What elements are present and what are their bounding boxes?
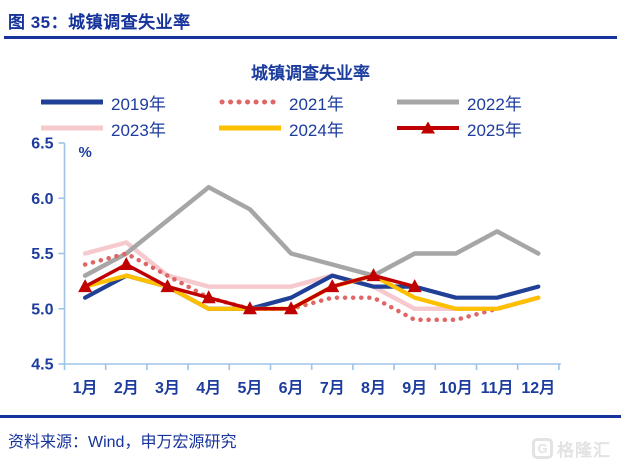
- legend-item-2021年: 2021年: [218, 91, 396, 114]
- data-point-marker: [407, 279, 422, 293]
- data-point-marker: [119, 257, 134, 271]
- legend-label: 2024年: [289, 120, 344, 140]
- legend-item-2019年: 2019年: [40, 91, 218, 114]
- x-tick-label: 8月: [361, 379, 386, 397]
- y-axis: 4.5 5.0 5.5 6.0 6.5%: [31, 136, 92, 374]
- footer-divider: [0, 415, 621, 418]
- watermark-label: 格隆汇: [557, 441, 611, 460]
- legend-label: 2023年: [111, 120, 166, 140]
- y-tick-label: 6.5: [31, 136, 53, 153]
- x-tick-label: 5月: [237, 379, 262, 397]
- x-tick-label: 4月: [196, 379, 221, 397]
- legend-label: 2025年: [467, 120, 522, 140]
- legend-item-2022年: 2022年: [396, 91, 574, 114]
- y-axis-unit: %: [79, 144, 92, 161]
- data-point-marker: [325, 279, 340, 293]
- y-tick-label: 5.5: [31, 246, 53, 263]
- gelonghui-logo-icon: G: [532, 438, 553, 459]
- y-tick-label: 6.0: [31, 191, 53, 208]
- x-tick-label: 3月: [155, 379, 180, 397]
- x-tick-label: 11月: [481, 379, 514, 397]
- figure-title: 图 35：城镇调查失业率: [8, 13, 191, 32]
- x-tick-label: 6月: [279, 379, 304, 397]
- x-tick-label: 9月: [402, 379, 427, 397]
- legend-label: 2019年: [111, 94, 166, 114]
- legend-swatch-2025年: [397, 121, 459, 134]
- source-note: 资料来源：Wind，申万宏源研究: [8, 434, 237, 451]
- watermark: G 格隆汇: [532, 436, 611, 461]
- x-axis: 1月 2月 3月 4月 5月 6月 7月 8月 9月 10月 11月 12月: [63, 363, 561, 397]
- series-2025年: [78, 257, 422, 315]
- chart-legend: 2019年 2021年 2022年 2023年 2024年 2025年: [40, 91, 574, 140]
- legend-item-2023年: 2023年: [40, 117, 218, 140]
- header-divider: [4, 36, 617, 39]
- x-tick-label: 2月: [114, 379, 139, 397]
- legend-swatch-2019年: [41, 99, 103, 105]
- y-tick-label: 4.5: [31, 357, 53, 374]
- legend-swatch-2023年: [41, 125, 103, 131]
- legend-label: 2022年: [467, 94, 522, 114]
- series-2021年: [82, 251, 541, 323]
- x-tick-label: 1月: [73, 379, 98, 397]
- y-tick-label: 5.0: [31, 301, 53, 318]
- data-point-marker: [201, 290, 216, 304]
- series-2022年: [82, 184, 541, 278]
- x-tick-label: 7月: [320, 379, 345, 397]
- legend-item-2024年: 2024年: [218, 117, 396, 140]
- data-point-marker: [242, 301, 257, 315]
- data-point-marker: [160, 279, 175, 293]
- legend-swatch-2021年: [219, 99, 281, 105]
- chart-title: 城镇调查失业率: [251, 64, 370, 83]
- data-point-marker: [284, 301, 299, 315]
- legend-swatch-2024年: [219, 125, 281, 131]
- x-tick-label: 12月: [521, 379, 555, 397]
- data-point-marker: [78, 279, 93, 293]
- unemployment-rate-line-chart: 4.5 5.0 5.5 6.0 6.5 % 1月 2月 3月 4月 5月 6月 7月 8月 9月 10月 11月…: [31, 136, 561, 397]
- legend-swatch-2022年: [397, 99, 459, 105]
- legend-item-2025年: 2025年: [396, 117, 574, 140]
- x-tick-label: 10月: [439, 379, 473, 397]
- data-point-marker: [366, 268, 381, 282]
- legend-label: 2021年: [289, 94, 344, 114]
